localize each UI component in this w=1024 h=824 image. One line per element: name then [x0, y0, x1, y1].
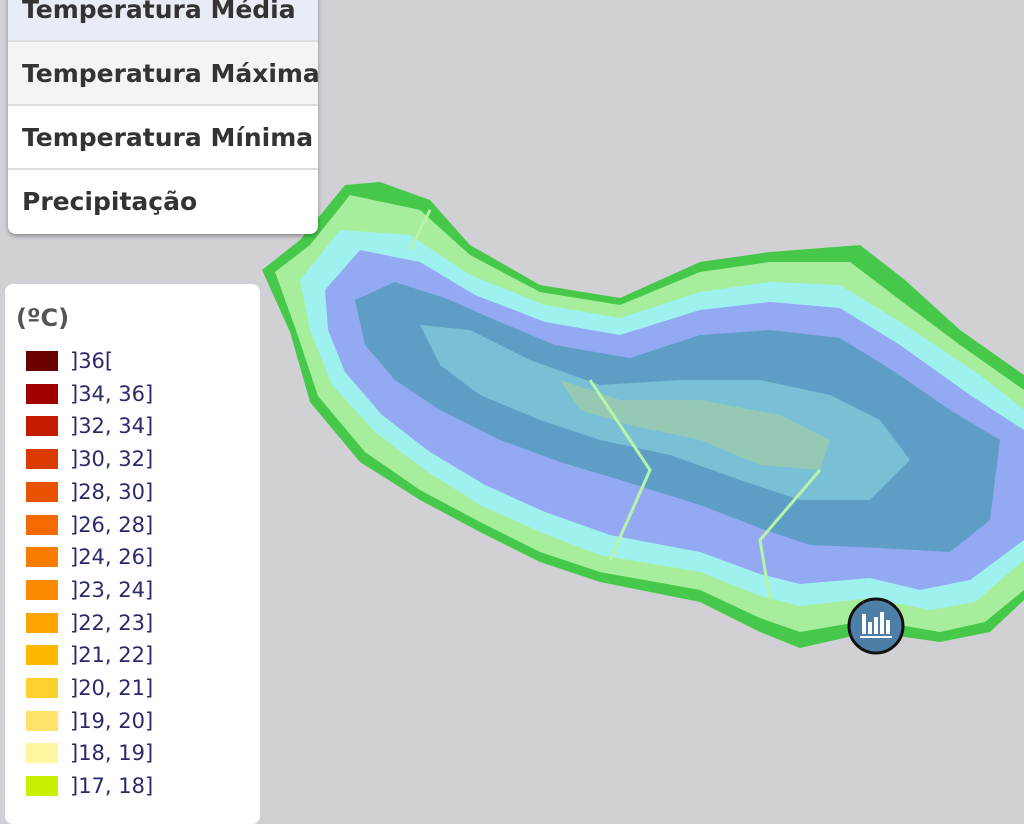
- legend-swatch: [26, 612, 58, 633]
- legend-label: ]22, 23]: [70, 610, 154, 635]
- chart-button[interactable]: [847, 597, 905, 655]
- menu-item[interactable]: Temperatura Máxima: [8, 42, 318, 106]
- legend-label: ]21, 22]: [70, 643, 154, 668]
- legend-swatch: [26, 547, 58, 568]
- legend-swatch: [26, 383, 58, 404]
- layer-menu: Temperatura Média Temperatura Máxima Tempe…: [8, 0, 318, 234]
- legend-label: ]18, 19]: [70, 741, 154, 766]
- legend-swatch: [26, 579, 58, 600]
- legend-label: ]20, 21]: [70, 676, 154, 700]
- legend-swatch: [26, 514, 58, 535]
- legend-swatch: [26, 351, 58, 371]
- legend-swatch: [26, 481, 58, 502]
- legend-swatch: [26, 678, 58, 698]
- menu-item[interactable]: Temperatura Média: [8, 0, 318, 42]
- legend-label: ]28, 30]: [70, 479, 154, 504]
- legend-swatch: [26, 449, 58, 470]
- legend-swatch: [26, 710, 58, 731]
- legend-swatch: [26, 743, 58, 764]
- menu-item[interactable]: Precipitação: [8, 170, 318, 234]
- legend-label: ]17, 18]: [70, 774, 154, 799]
- legend-label: ]26, 28]: [70, 512, 154, 537]
- legend-label: ]23, 24]: [70, 577, 154, 602]
- legend-label: ]30, 32]: [70, 447, 154, 472]
- legend-swatch: [26, 416, 58, 437]
- legend-swatch: [26, 645, 58, 666]
- legend-label: ]19, 20]: [70, 708, 154, 733]
- legend-label: ]34, 36]: [70, 381, 154, 406]
- legend-label: ]36[: [70, 349, 114, 373]
- legend-title: (ºC): [16, 304, 70, 332]
- island: [262, 182, 1024, 648]
- menu-item[interactable]: Temperatura Mínima: [8, 106, 318, 170]
- legend-label: ]32, 34]: [70, 414, 154, 439]
- legend-label: ]24, 26]: [70, 545, 154, 570]
- legend: (ºC) ]36[ ]34, 36] ]32, 34] ]30, 32] ]28, 30…: [5, 284, 260, 824]
- legend-swatch: [26, 776, 58, 797]
